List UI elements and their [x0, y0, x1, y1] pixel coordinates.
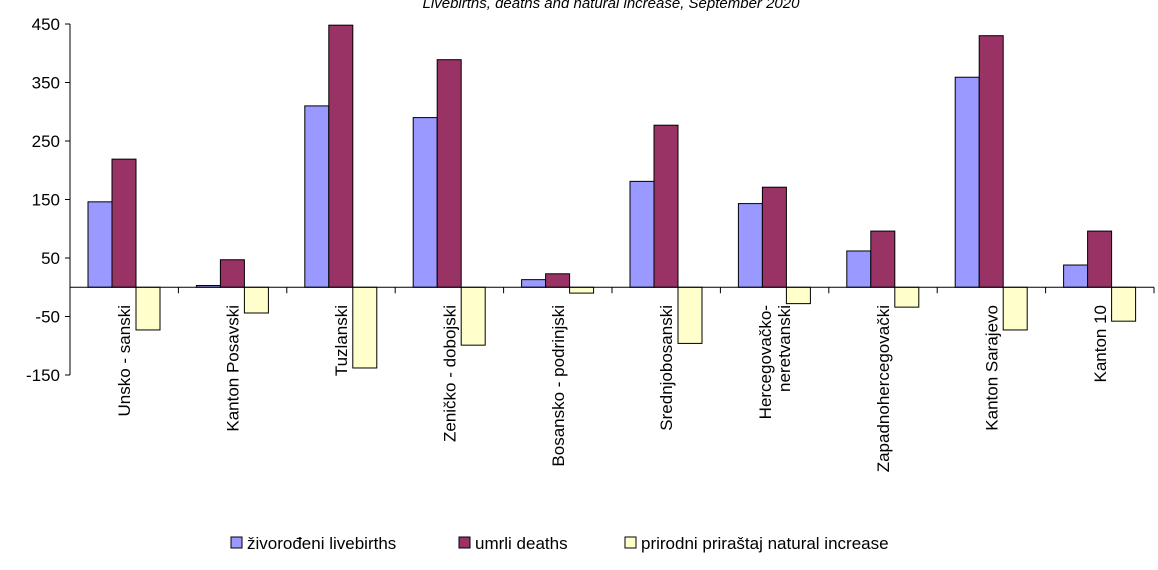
bar [761, 186, 787, 288]
y-tick-label: 50 [41, 249, 60, 268]
y-tick-label: 250 [32, 132, 60, 151]
legend-item: živorođeni livebirths [230, 534, 396, 553]
legend-label: živorođeni livebirths [247, 534, 396, 553]
bar [846, 250, 872, 288]
bar [243, 286, 269, 314]
bar [785, 286, 811, 305]
legend: živorođeni livebirths umrli deaths prirodn… [230, 534, 889, 553]
bar [569, 286, 595, 294]
legend-item: prirodni priraštaj natural increase [624, 534, 889, 553]
bar [629, 180, 655, 288]
category-label-line: Zeničko - dobojski [440, 305, 459, 442]
y-tick-label: -50 [35, 308, 60, 327]
category-label-line: Kanton 10 [1091, 305, 1110, 383]
bar [1087, 230, 1113, 288]
legend-swatch [624, 536, 637, 549]
bar [87, 201, 113, 288]
chart-title: Livebirths, deaths and natural increase,… [423, 0, 801, 12]
bar [352, 286, 378, 369]
bar [460, 286, 486, 346]
category-label: Bosansko - podrinjski [549, 305, 568, 467]
bar [328, 24, 354, 288]
y-tick-label: 150 [32, 191, 60, 210]
bar [1063, 264, 1089, 288]
category-label-line: Unsko - sanski [115, 305, 134, 416]
bar [436, 59, 462, 288]
category-label-line: Bosansko - podrinjski [549, 305, 568, 467]
category-label: Zapadnohercegovački [874, 305, 893, 472]
category-label: Kanton Posavski [224, 305, 243, 432]
bar [1002, 286, 1028, 331]
category-label: Srednjobosanski [657, 305, 676, 431]
legend-swatch [230, 536, 243, 549]
bar [653, 124, 679, 288]
category-label-line: Zapadnohercegovački [874, 305, 893, 472]
bar [219, 259, 245, 288]
legend-label: prirodni priraštaj natural increase [641, 534, 889, 553]
category-label: Kanton 10 [1091, 305, 1110, 383]
legend-swatch [458, 536, 471, 549]
bar [135, 286, 161, 331]
bar [412, 117, 438, 288]
category-label-line: Kanton Sarajevo [982, 305, 1001, 431]
category-label: Kanton Sarajevo [982, 305, 1001, 431]
legend-item: umrli deaths [458, 534, 568, 553]
y-tick-label: 450 [32, 15, 60, 34]
category-label-line: Kanton Posavski [224, 305, 243, 432]
bar [978, 35, 1004, 288]
bar [304, 105, 330, 288]
plot-area: 450 350 250 150 50 -50 -150 Unsko - sanski Kanto… [26, 15, 1155, 472]
category-label: Zeničko - dobojski [440, 305, 459, 442]
category-label-line: Tuzlanski [332, 305, 351, 376]
legend-label: umrli deaths [475, 534, 568, 553]
bar [545, 273, 571, 288]
bar [1111, 286, 1137, 322]
bar [677, 286, 703, 344]
category-label-line: Hercegovačko- [756, 305, 775, 419]
bar [737, 203, 763, 288]
category-label: Tuzlanski [332, 305, 351, 376]
y-tick-label: 350 [32, 74, 60, 93]
category-label-line: Srednjobosanski [657, 305, 676, 431]
category-label: Hercegovačko-neretvanski [756, 305, 794, 419]
bar [870, 230, 896, 288]
bar [521, 279, 547, 288]
bar [954, 76, 980, 288]
bar [894, 286, 920, 308]
y-tick-label: -150 [26, 366, 60, 385]
bar [111, 158, 137, 288]
category-label-line: neretvanski [775, 305, 794, 392]
category-label: Unsko - sanski [115, 305, 134, 416]
